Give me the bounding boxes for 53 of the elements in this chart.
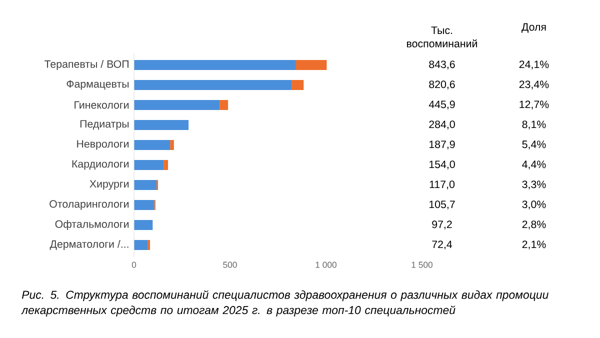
bar [134,200,154,210]
bar [134,80,292,90]
text: 3,3% [522,180,546,190]
text: Тыс. воспоминаний [407,26,477,48]
data-label: 105,7 [429,200,455,210]
bar [134,220,153,230]
bar [148,240,150,250]
data-label: 97,2 [432,220,452,230]
text: 2,8% [522,220,546,230]
data-label: 820,6 [429,80,455,90]
x-tick-label: 0 [132,262,136,268]
text: 5,4% [522,140,546,150]
text: Рис. 5. Структура воспоминаний специалистов здравоохранения о различных видах промоции лекарственных средств по итогам 2025 г. в разрезе топ-10 специальностей [21,290,548,316]
y-tick-label: Дерматологи /... [50,240,128,250]
data-label: 154,0 [429,160,455,170]
text: 2,1% [522,240,546,250]
data-label: 72,4 [432,240,452,250]
y-tick-label: Гинекологи [74,101,129,109]
bar [134,60,296,70]
x-tick-label: 1 000 [316,262,336,268]
data-label: 843,6 [429,60,455,70]
y-tick-label: Фармацевты [66,80,129,90]
data-label: 445,9 [428,100,455,110]
y-tick-label: Кардиологи [72,160,129,170]
text: 24,1% [519,60,549,70]
text: 8,1% [522,120,546,130]
bar [134,180,156,190]
text: 3,0% [522,200,546,210]
text: 12,7% [520,100,549,110]
text: 23,4% [519,80,549,90]
bar [134,160,164,170]
y-tick-label: Педиатры [80,120,129,130]
data-label: 187,9 [429,140,455,150]
bar [134,140,170,150]
text: Доля [522,23,546,33]
y-tick-label: Хирурги [90,180,129,190]
x-tick-label: 500 [223,262,237,268]
data-label: 284,0 [429,120,455,130]
y-tick-label: Отоларингологи [50,200,129,210]
bar [220,100,228,110]
bar [296,60,327,70]
text: 4,4% [522,160,546,170]
y-tick-label: Неврологи [77,140,129,150]
bar [134,120,189,130]
data-label: 117,0 [430,180,455,190]
bar [134,100,220,110]
bar [164,160,168,170]
bar [170,140,174,150]
bar [134,240,148,250]
y-tick-label: Офтальмологи [55,220,129,230]
x-tick-label: 1 500 [412,262,432,268]
y-tick-label: Терапевты / ВОП [44,60,128,70]
bar [292,80,304,90]
